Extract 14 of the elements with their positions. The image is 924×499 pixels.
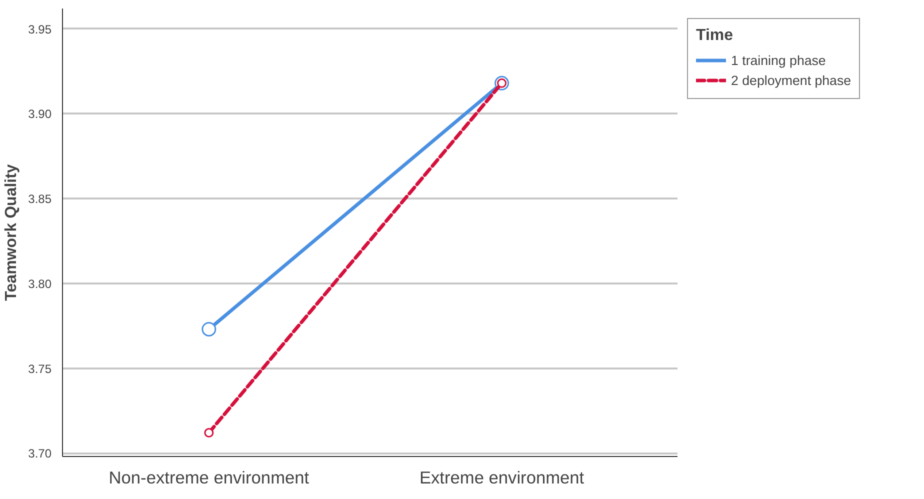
x-tick-label: Non-extreme environment: [108, 468, 310, 488]
y-axis-title: Teamwork Quality: [3, 164, 20, 301]
legend-label: 2 deployment phase: [731, 72, 852, 88]
x-tick-label: Extreme environment: [419, 468, 584, 488]
y-tick-label: 3.70: [28, 446, 52, 461]
y-tick-label: 3.85: [28, 192, 52, 206]
legend-label: 1 training phase: [731, 52, 826, 68]
legend-title: Time: [696, 27, 734, 45]
y-tick-label: 3.95: [28, 22, 52, 36]
point: [202, 322, 216, 336]
y-tick-label: 3.75: [28, 362, 52, 376]
point: [204, 428, 214, 438]
y-tick-label: 3.90: [28, 107, 52, 122]
y-tick-label: 3.80: [28, 276, 52, 291]
